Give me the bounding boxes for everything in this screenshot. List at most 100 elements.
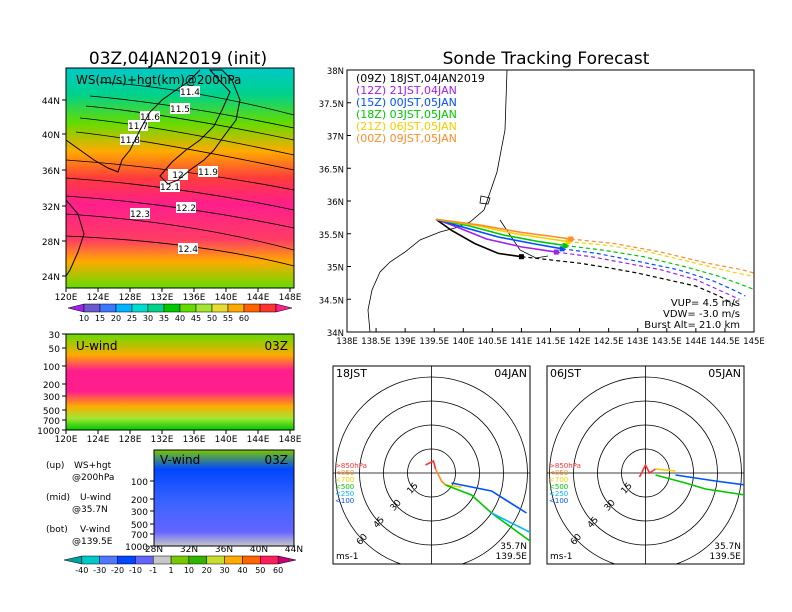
- hodo-level-label: <850: [335, 469, 354, 477]
- p-tick-label: 300: [43, 393, 60, 403]
- contour-label: 12: [172, 171, 183, 181]
- contour-label: 11.6: [140, 113, 160, 123]
- contour-label-box: [120, 134, 140, 145]
- contour-label: 12.2: [176, 204, 196, 214]
- hodo-level-label: <100: [549, 497, 568, 505]
- note-line1: WS+hgt: [74, 461, 112, 471]
- lat-tick-label: 32N: [180, 545, 198, 555]
- contour-label-box: [160, 181, 180, 192]
- v-frame: [153, 449, 295, 547]
- note-tag: (mid): [46, 493, 70, 503]
- hodo-unit: ms-1: [550, 552, 572, 562]
- contour-line: [65, 213, 295, 251]
- lat-tick-label: 28N: [42, 238, 60, 248]
- x-tick-label: 141.5E: [536, 337, 566, 347]
- lon-tick-label: 140E: [215, 293, 238, 303]
- p-tick-label: 200: [43, 381, 60, 391]
- note-line1: V-wind: [80, 525, 110, 535]
- p-tick-label: 700: [131, 531, 148, 541]
- burst-marker-1: [553, 249, 559, 255]
- track-ascent-3: [435, 218, 566, 247]
- y-tick-label: 34.5N: [319, 296, 344, 306]
- colorbar-swatch: [131, 303, 149, 313]
- colorbar-swatch: [243, 303, 261, 313]
- lon-tick-label: 120E: [55, 435, 78, 445]
- contour-label: 11.5: [170, 105, 190, 115]
- hodo-trace-0: [425, 459, 437, 470]
- p-tick-label: 100: [43, 363, 60, 373]
- contour-label: 11.4: [180, 88, 200, 98]
- lat-tick-label: 40N: [42, 131, 60, 141]
- colorbar-label: 60: [273, 566, 283, 575]
- x-tick-label: 143E: [627, 337, 649, 347]
- hodo-level-label: <700: [335, 476, 354, 484]
- lon-tick-label: 148E: [279, 293, 302, 303]
- lon-tick-label: 124E: [87, 293, 110, 303]
- contour-label: 12.1: [160, 183, 180, 193]
- colorbar-swatch: [206, 555, 225, 565]
- y-tick-label: 34N: [327, 329, 344, 339]
- p-tick-label: 300: [131, 508, 148, 518]
- hodo-ring: [549, 376, 742, 564]
- contour-label-box: [168, 169, 188, 180]
- hodo-ring: [621, 448, 670, 498]
- legend-entry: (09Z) 18JST,04JAN2019: [356, 72, 485, 85]
- colorbar-swatch: [99, 303, 117, 313]
- lon-tick-label: 132E: [151, 293, 174, 303]
- korea-china-coastline: [65, 69, 201, 173]
- tracking-chart: 138E 138.5E 139E 139.5E 140E 140.5E 141E 141.5E…: [319, 67, 765, 347]
- lat-tick-label: 44N: [285, 545, 303, 555]
- hodo-unit: ms-1: [336, 552, 358, 562]
- colorbar-label: 40: [237, 566, 247, 575]
- colorbar-swatch: [135, 555, 154, 565]
- note-tag: (bot): [46, 525, 68, 535]
- contour-label-box: [140, 111, 160, 122]
- contour-line: [79, 117, 295, 156]
- x-tick-label: 139.5E: [419, 337, 449, 347]
- colorbar-swatch: [211, 303, 229, 313]
- u-panel-label: U-wind: [76, 339, 117, 353]
- x-tick-label: 143.5E: [652, 337, 682, 347]
- x-tick-label: 145E: [743, 337, 765, 347]
- colorbar-swatch: [224, 555, 243, 565]
- x-tick-label: 142E: [569, 337, 591, 347]
- ws-panel-label: WS(m/s)+hgt(km)@200hPa: [76, 73, 241, 87]
- contour-label: 11.8: [120, 136, 140, 146]
- legend-entry: (21Z) 06JST,05JAN: [356, 120, 457, 133]
- y-tick-label: 38N: [327, 67, 344, 77]
- colorbar-label: -30: [93, 566, 106, 575]
- v-field: [154, 450, 294, 546]
- legend-entry: (18Z) 03JST,05JAN: [356, 108, 457, 121]
- track-ascent-5: [435, 218, 571, 240]
- contour-line: [75, 131, 295, 171]
- x-tick-label: 142.5E: [594, 337, 624, 347]
- colorbar-label: 30: [220, 566, 230, 575]
- y-tick-label: 35.5N: [319, 231, 344, 241]
- hodo-right-label: 05JAN: [708, 367, 741, 380]
- left-title: 03Z,04JAN2019 (init): [89, 49, 267, 69]
- colorbar-label: 25: [127, 314, 137, 323]
- hodo-trace-2: [655, 474, 744, 496]
- colorbar-label: 45: [191, 314, 201, 323]
- x-tick-label: 144E: [685, 337, 707, 347]
- hodo-loc-lon: 139.5E: [710, 552, 742, 562]
- p-tick-label: 500: [43, 407, 60, 417]
- contour-label: 11.7: [128, 122, 148, 132]
- hodo-loc-lat: 35.7N: [500, 542, 527, 552]
- contour-label: 11.9: [198, 168, 218, 178]
- china-coastline: [65, 199, 85, 277]
- legend-entry: (00Z) 09JST,05JAN: [356, 132, 457, 145]
- track-descent-2: [562, 248, 746, 297]
- x-tick-label: 138E: [336, 337, 358, 347]
- lon-tick-label: 144E: [247, 293, 270, 303]
- colorbar-swatch: [195, 303, 213, 313]
- hodo-ring: [383, 424, 480, 522]
- track-descent-1: [556, 251, 740, 300]
- tracking-axis-ticks: 138E 138.5E 139E 139.5E 140E 140.5E 141E 141.5E…: [319, 67, 765, 347]
- lon-tick-label: 120E: [55, 293, 78, 303]
- track-ascent-1: [435, 218, 557, 253]
- colorbar-top: 10 15 20 25 30 35 40 45 50 55 60: [67, 303, 293, 323]
